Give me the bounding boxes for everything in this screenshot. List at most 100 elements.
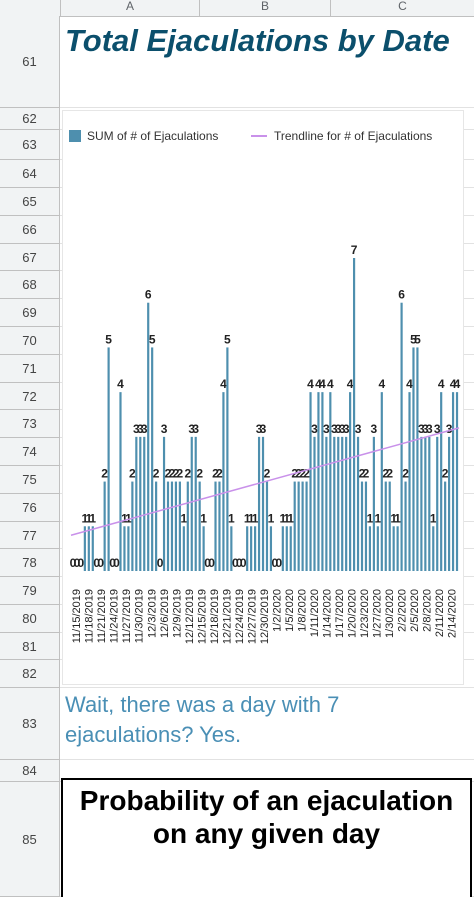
data-label: 3	[192, 422, 199, 436]
data-label: 4	[307, 377, 314, 391]
x-tick-label: 1/20/2020	[347, 589, 359, 638]
bar	[91, 526, 94, 571]
row-header-69[interactable]: 69	[0, 299, 60, 327]
data-label: 1	[85, 511, 92, 525]
x-tick-label: 11/24/2019	[109, 589, 121, 643]
bar	[384, 481, 387, 571]
heading-cell[interactable]	[61, 778, 472, 897]
data-label: 4	[117, 377, 124, 391]
data-label: 3	[339, 422, 346, 436]
row-header-82[interactable]: 82	[0, 660, 60, 688]
data-label: 3	[323, 422, 330, 436]
column-header-a[interactable]: A	[61, 0, 200, 17]
legend-swatch-bars	[69, 130, 81, 142]
data-label: 4	[315, 377, 322, 391]
x-tick-label: 12/21/2019	[221, 589, 233, 644]
bar	[325, 436, 328, 571]
legend-label-trendline: Trendline for # of Ejaculations	[274, 129, 432, 143]
row-header-85[interactable]: 85	[0, 782, 60, 897]
data-label: 0	[236, 556, 243, 570]
row-header-68[interactable]: 68	[0, 271, 60, 299]
bar	[285, 526, 288, 571]
chart-title: Total Ejaculations by Date	[65, 23, 450, 58]
column-header-corner[interactable]	[0, 0, 61, 17]
bar	[194, 436, 197, 571]
row-header-65[interactable]: 65	[0, 188, 60, 216]
bar	[170, 481, 174, 571]
x-tick-label: 12/12/2019	[184, 589, 196, 644]
row-header-76[interactable]: 76	[0, 494, 60, 522]
data-label: 0	[70, 556, 77, 570]
data-label: 3	[137, 422, 144, 436]
x-tick-label: 1/23/2020	[359, 589, 371, 638]
data-label: 2	[402, 467, 409, 481]
x-tick-label: 2/2/2020	[397, 589, 409, 632]
column-header-b[interactable]: B	[200, 0, 331, 17]
row-header-72[interactable]: 72	[0, 383, 60, 410]
row-header-62[interactable]: 62	[0, 108, 60, 130]
data-label: 1	[125, 511, 132, 525]
data-label: 6	[145, 288, 152, 302]
x-tick-label: 11/18/2019	[84, 589, 96, 643]
row-header-67[interactable]: 67	[0, 244, 60, 271]
data-label: 4	[378, 377, 385, 391]
bar	[440, 392, 443, 571]
row-header-81[interactable]: 81	[0, 633, 60, 660]
x-tick-label: 11/30/2019	[134, 589, 146, 643]
data-label: 3	[343, 422, 350, 436]
bar	[135, 436, 138, 571]
bar	[455, 392, 459, 571]
bar	[444, 481, 447, 571]
x-tick-label: 11/21/2019	[96, 589, 108, 643]
data-label: 0	[240, 556, 247, 570]
data-label: 0	[276, 556, 283, 570]
bar	[178, 481, 181, 571]
row-header-66[interactable]: 66	[0, 216, 60, 244]
bar	[432, 526, 435, 571]
data-label: 2	[264, 467, 271, 481]
row-header-78[interactable]: 78	[0, 549, 60, 577]
row-header-80[interactable]: 80	[0, 605, 60, 633]
bar	[250, 526, 253, 571]
x-tick-label: 2/8/2020	[422, 589, 434, 632]
data-label: 5	[224, 332, 231, 346]
data-label: 3	[418, 422, 425, 436]
ejaculations-chart[interactable]: SUM of # of Ejaculations Trendline for # …	[62, 110, 464, 685]
row-header-63[interactable]: 63	[0, 130, 60, 160]
probability-heading: Probability of an ejaculation on any giv…	[79, 785, 454, 849]
bar	[261, 436, 265, 571]
bar	[198, 481, 201, 571]
x-tick-label: 2/11/2020	[434, 589, 446, 637]
bar	[265, 481, 269, 571]
data-label: 0	[208, 556, 215, 570]
data-label: 0	[157, 556, 164, 570]
data-label: 2	[165, 467, 172, 481]
bar	[155, 481, 158, 571]
bar	[420, 436, 423, 571]
data-label: 1	[244, 511, 251, 525]
row-header-71[interactable]: 71	[0, 355, 60, 383]
data-label: 1	[367, 511, 374, 525]
data-label: 1	[121, 511, 128, 525]
row-header-64[interactable]: 64	[0, 160, 60, 188]
row-header-83[interactable]: 83	[0, 688, 60, 760]
x-tick-label: 2/5/2020	[409, 589, 421, 632]
row-header-77[interactable]: 77	[0, 522, 60, 549]
data-label: 2	[153, 467, 160, 481]
row-header-75[interactable]: 75	[0, 466, 60, 494]
data-label: 2	[184, 467, 191, 481]
data-label: 2	[363, 467, 370, 481]
data-label: 1	[394, 511, 401, 525]
row-header-73[interactable]: 73	[0, 410, 60, 438]
column-header-c[interactable]: C	[331, 0, 474, 17]
row-header-61[interactable]: 61	[0, 16, 60, 108]
note-text: Wait, there was a day with 7 ejaculation…	[65, 692, 340, 747]
data-label: 5	[414, 332, 421, 346]
row-header-84[interactable]: 84	[0, 760, 60, 782]
row-header-79[interactable]: 79	[0, 577, 60, 605]
data-label: 1	[268, 511, 275, 525]
row-header-74[interactable]: 74	[0, 438, 60, 466]
bar	[345, 436, 348, 571]
row-header-70[interactable]: 70	[0, 327, 60, 355]
bar	[364, 481, 368, 571]
